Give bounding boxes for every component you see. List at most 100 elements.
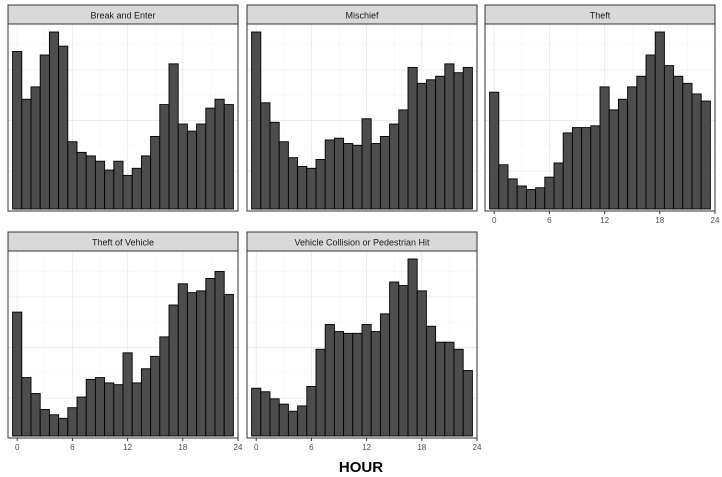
bar-hour-6 [544,176,555,210]
x-tick-label: 12 [123,443,132,452]
bar-hour-20 [196,123,207,210]
bar-hour-15 [389,123,400,210]
bar-hour-7 [315,348,326,437]
bar-hour-7 [315,158,326,210]
bar-hour-13 [370,331,381,437]
panel-border [246,23,478,212]
bar-hour-17 [407,66,418,210]
bar-hour-1 [260,102,271,210]
bar-hour-6 [67,141,78,210]
bar-hour-7 [76,396,87,437]
bar-hour-3 [278,403,289,437]
bar-hour-10 [581,127,592,210]
bar-hour-9 [571,127,583,210]
bar-hour-0 [12,51,23,210]
bar-hour-21 [205,107,216,210]
facet-title: Mischief [345,11,379,21]
bar-hour-9 [333,331,345,437]
bar-hour-5 [535,187,546,210]
bar-hour-4 [287,410,299,437]
x-tick-label: 6 [547,216,552,225]
bar-hour-18 [177,283,188,437]
bar-hour-11 [590,125,601,210]
bar-hour-1 [21,98,32,210]
bar-hour-13 [131,382,142,437]
bar-hour-12 [599,86,610,210]
facet-theft-of-vehicle: Theft of Vehicle 0 6 12 18 24 [7,231,243,452]
bar-hour-12 [122,174,133,210]
bar-hour-0 [12,311,23,437]
bar-hour-14 [379,313,391,437]
bar-hour-5 [58,417,69,437]
bar-hour-5 [58,45,69,210]
bar-hour-4 [48,31,60,210]
bar-hour-16 [159,336,170,437]
bar-hour-20 [435,341,446,437]
bar-hour-21 [444,341,455,437]
bar-hour-23 [223,104,234,210]
bar-hour-3 [39,54,50,210]
bar-hour-13 [608,109,619,210]
x-tick-label: 18 [655,216,664,225]
bar-hour-2 [269,121,280,210]
facet-vehicle-collision-or-pedestrian-hit: Vehicle Collision or Pedestrian Hit 0 6 12 1… [246,231,482,452]
panel-border [7,23,239,212]
bar-hour-1 [260,391,271,437]
bar-hour-9 [333,137,345,210]
bar-hour-13 [131,167,142,210]
bar-hour-18 [654,31,665,210]
bar-hour-2 [507,178,518,210]
bar-hour-2 [30,86,41,210]
x-tick-label: 0 [15,443,20,452]
facet-title: Break and Enter [90,11,155,21]
facet-title: Theft of Vehicle [92,238,154,248]
bar-hour-8 [324,324,335,437]
bar-hour-2 [30,393,41,437]
bar-hour-0 [489,91,500,210]
bar-hour-22 [453,72,464,210]
x-tick-label: 24 [234,443,243,452]
bar-hour-0 [251,387,262,437]
bar-hour-0 [251,31,262,210]
x-tick-label: 24 [711,216,720,225]
bar-hour-7 [553,162,564,210]
bar-hour-12 [122,352,133,437]
bar-hour-17 [168,63,179,210]
bar-hour-11 [113,160,124,210]
bar-hour-15 [150,355,161,437]
bar-hour-8 [562,132,573,210]
bar-hour-6 [306,167,317,210]
x-tick-label: 18 [417,443,426,452]
bar-hour-17 [645,54,656,210]
bar-hour-4 [525,189,537,210]
facet-mischief: Mischief [246,4,478,212]
bar-hour-22 [214,270,225,437]
bar-hour-20 [196,290,207,437]
bar-hour-20 [673,75,684,210]
facet-break-and-enter: Break and Enter [7,4,239,212]
x-tick-label: 0 [254,443,259,452]
bar-hour-19 [663,65,675,210]
panel-border [484,23,716,212]
bar-hour-8 [85,155,96,210]
bar-hour-5 [297,405,308,437]
bar-hour-9 [94,377,106,437]
bar-hour-7 [76,151,87,210]
bar-hour-4 [48,414,60,437]
bar-hour-14 [617,98,629,210]
bar-hour-17 [407,258,418,437]
x-tick-label: 6 [309,443,314,452]
bar-hour-23 [462,66,473,210]
bar-hour-5 [297,166,308,210]
bar-hour-1 [498,164,509,210]
bar-hour-6 [306,385,317,437]
bar-hour-19 [186,292,198,437]
bar-hour-2 [269,398,280,437]
bar-hour-23 [462,370,473,437]
bar-hour-22 [691,93,702,210]
bar-hour-13 [370,143,381,210]
bar-hour-23 [700,100,711,210]
bar-hour-10 [104,169,115,210]
bar-hour-16 [159,104,170,210]
